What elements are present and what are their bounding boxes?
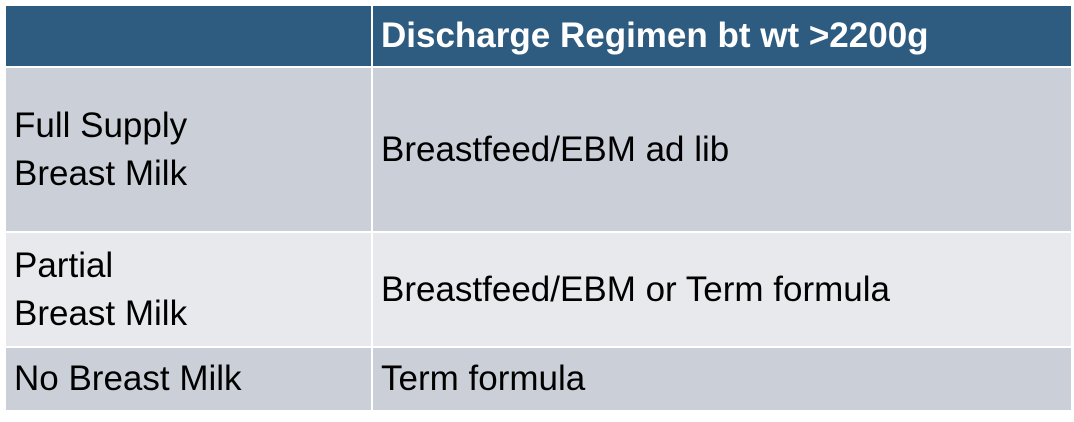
row-value: Term formula (371, 346, 1073, 412)
table-header-row: Discharge Regimen bt wt >2200g (4, 4, 1073, 68)
row-value: Breastfeed/EBM or Term formula (371, 231, 1073, 348)
row-label-line: Partial (14, 245, 114, 285)
table-container: Discharge Regimen bt wt >2200g Full Supp… (4, 4, 1073, 412)
discharge-regimen-table: Discharge Regimen bt wt >2200g Full Supp… (4, 4, 1073, 412)
row-value: Breastfeed/EBM ad lib (371, 66, 1073, 233)
header-cell-empty (4, 4, 373, 68)
header-cell-regimen: Discharge Regimen bt wt >2200g (371, 4, 1073, 68)
row-label-line: No Breast Milk (14, 359, 242, 398)
row-label: Partial Breast Milk (4, 231, 373, 348)
row-label-line: Breast Milk (14, 153, 188, 193)
row-label-line: Full Supply (14, 105, 188, 145)
row-label: Full Supply Breast Milk (4, 66, 373, 233)
row-label: No Breast Milk (4, 346, 373, 412)
table-row: No Breast Milk Term formula (4, 346, 1073, 412)
row-label-line: Breast Milk (14, 293, 188, 333)
table-row: Partial Breast Milk Breastfeed/EBM or Te… (4, 231, 1073, 348)
table-row: Full Supply Breast Milk Breastfeed/EBM a… (4, 66, 1073, 233)
